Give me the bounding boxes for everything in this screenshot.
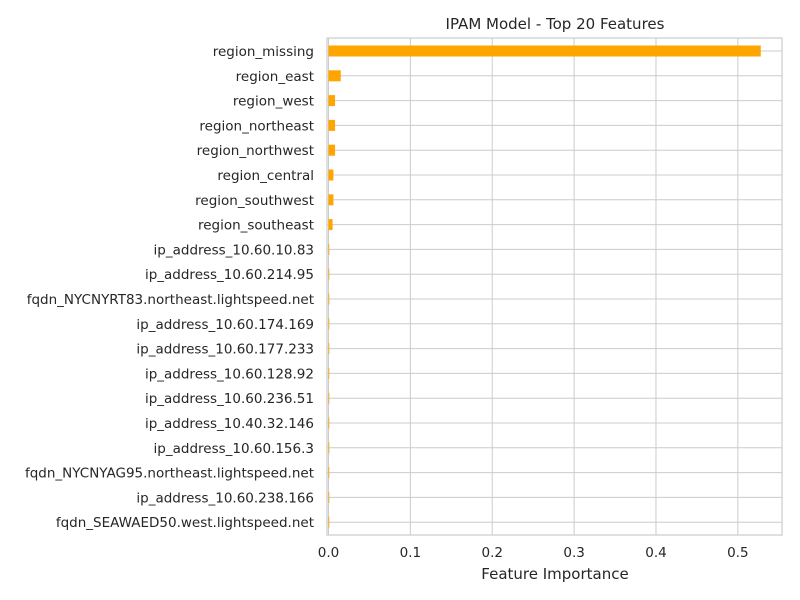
bar (328, 467, 330, 479)
x-tick-label: 0.2 (481, 545, 502, 561)
y-tick-label: ip_address_10.60.177.233 (136, 342, 314, 358)
bar (328, 491, 330, 503)
y-tick-label: ip_address_10.60.214.95 (145, 267, 314, 283)
bar (328, 45, 761, 57)
bar (328, 343, 330, 355)
bar (328, 70, 341, 82)
x-axis-label: Feature Importance (481, 565, 628, 583)
x-tick-label: 0.3 (563, 545, 584, 561)
x-tick-labels: 0.0 0.1 0.2 0.3 0.4 0.5 (318, 545, 749, 561)
y-tick-label: fqdn_SEAWAED50.west.lightspeed.net (56, 515, 314, 531)
y-tick-label: ip_address_10.60.236.51 (145, 391, 314, 407)
y-tick-label: region_missing (213, 44, 314, 60)
y-tick-label: region_west (233, 94, 314, 110)
x-tick-label: 0.5 (727, 545, 748, 561)
bar (328, 219, 333, 231)
bar (328, 119, 336, 131)
bar (328, 243, 330, 255)
x-tick-label: 0.1 (400, 545, 421, 561)
bar (328, 318, 330, 330)
y-tick-label: region_southwest (195, 193, 314, 209)
bar (328, 367, 330, 379)
plot-frame (326, 37, 783, 536)
y-tick-label: ip_address_10.60.174.169 (136, 317, 314, 333)
y-tick-label: region_northeast (199, 118, 314, 134)
bar (328, 516, 330, 528)
grid (327, 38, 782, 535)
bar (328, 194, 334, 206)
bar (328, 95, 336, 107)
bars (328, 45, 761, 528)
bar (328, 169, 334, 181)
x-tick-label: 0.4 (645, 545, 666, 561)
bar (328, 417, 330, 429)
bar (328, 392, 330, 404)
y-tick-label: region_central (217, 168, 314, 184)
bar (328, 268, 330, 280)
y-tick-label: ip_address_10.60.128.92 (145, 366, 314, 382)
bar (328, 144, 336, 156)
y-tick-label: fqdn_NYCNYAG95.northeast.lightspeed.net (25, 466, 314, 482)
chart-title: IPAM Model - Top 20 Features (446, 15, 665, 33)
y-tick-label: ip_address_10.40.32.146 (145, 416, 314, 432)
y-tick-label: ip_address_10.60.238.166 (136, 490, 314, 506)
y-tick-label: ip_address_10.60.10.83 (154, 242, 314, 258)
bar (328, 293, 330, 305)
y-tick-label: region_southeast (198, 218, 314, 234)
y-tick-label: ip_address_10.60.156.3 (154, 441, 314, 457)
x-tick-label: 0.0 (318, 545, 339, 561)
y-tick-labels: region_missing region_east region_westregi… (25, 44, 314, 531)
y-tick-label: fqdn_NYCNYRT83.northeast.lightspeed.net (27, 292, 314, 308)
y-tick-label: region_northwest (197, 143, 314, 159)
bar (328, 442, 330, 454)
y-tick-label: region_east (236, 69, 314, 85)
